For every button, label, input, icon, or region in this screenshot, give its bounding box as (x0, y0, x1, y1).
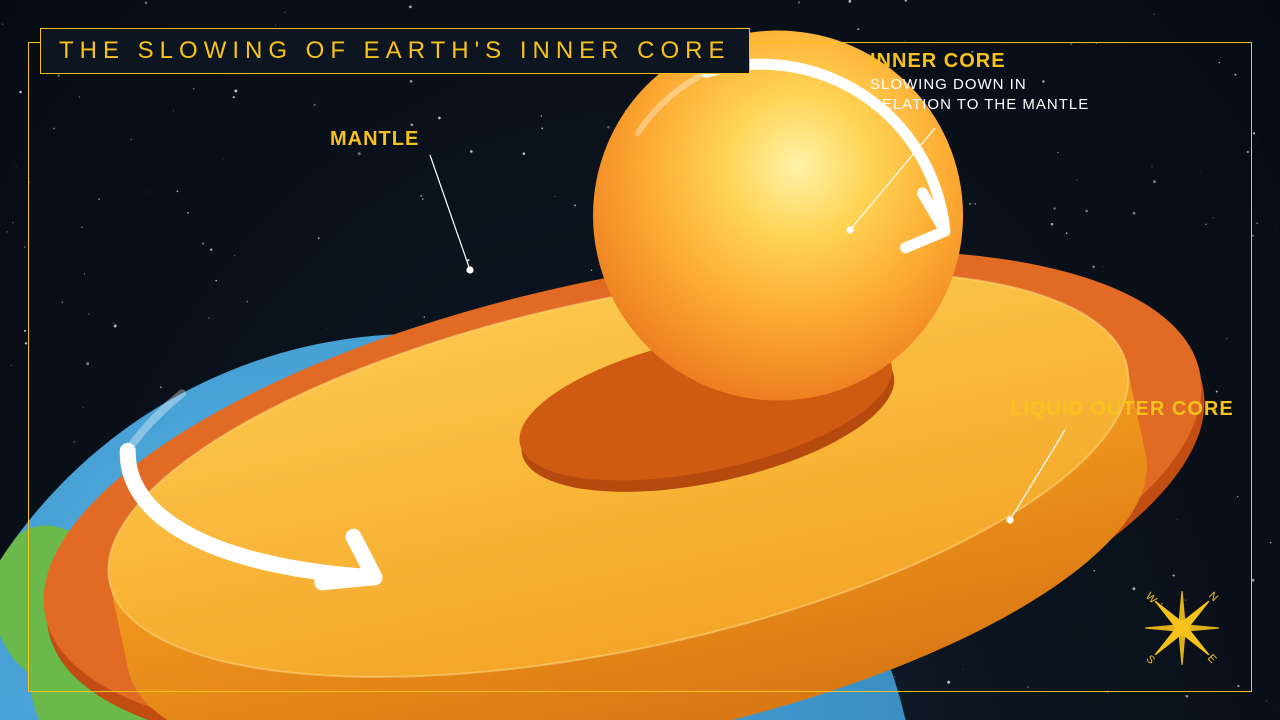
diagram-title: THE SLOWING OF EARTH'S INNER CORE (40, 28, 750, 74)
compass-e: E (1205, 652, 1219, 666)
label-mantle-head: MANTLE (330, 128, 419, 151)
compass-s: S (1143, 653, 1157, 667)
label-mantle: MANTLE (330, 128, 419, 151)
title-text: THE SLOWING OF EARTH'S INNER CORE (59, 37, 731, 64)
label-inner-head: INNER CORE (870, 50, 1089, 73)
label-inner-sub: SLOWING DOWN INRELATION TO THE MANTLE (870, 75, 1089, 114)
label-inner-core: INNER CORE SLOWING DOWN INRELATION TO TH… (870, 50, 1089, 114)
compass-rose: N E S W (1132, 578, 1232, 678)
label-outer-head: LIQUID OUTER CORE (1010, 398, 1234, 421)
label-outer-core: LIQUID OUTER CORE (1010, 398, 1234, 421)
